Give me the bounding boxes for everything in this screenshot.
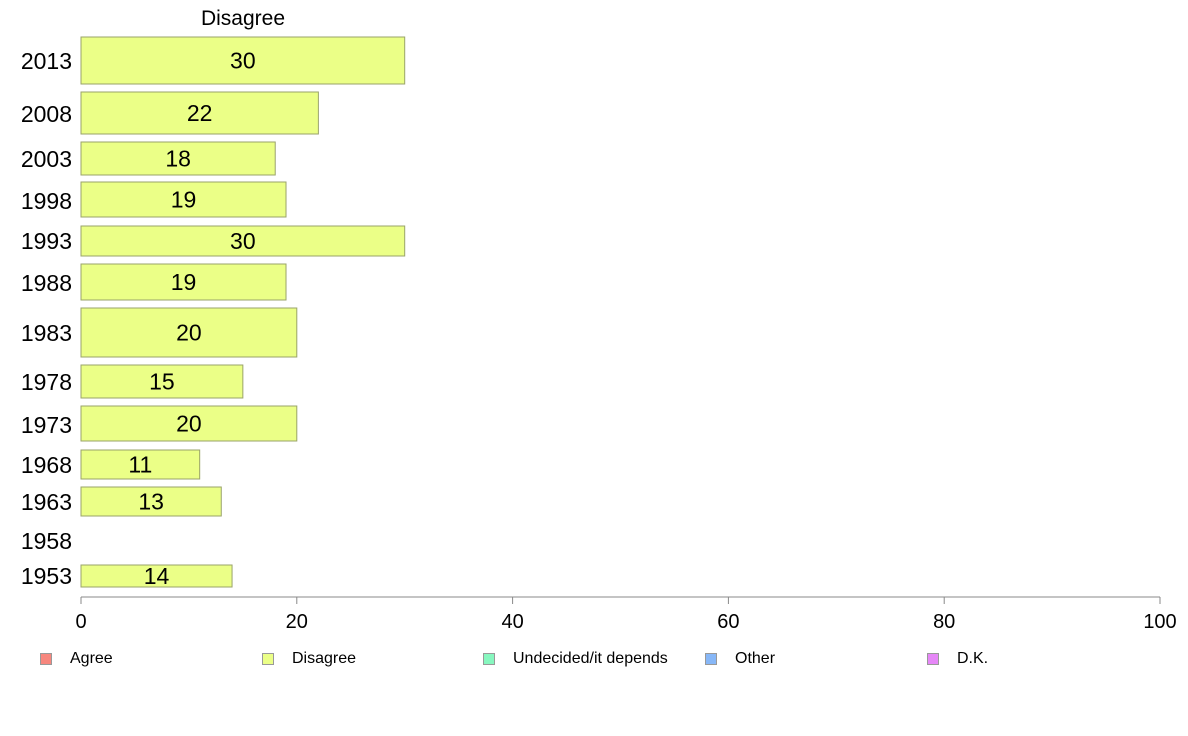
y-tick-label-1953: 1953 [21,563,72,589]
bar-1993 [80,225,406,257]
bar-2008 [80,91,319,135]
bar-1983 [80,307,298,358]
legend-swatch-undecided [483,653,495,665]
bar-1973 [80,405,298,442]
data-label-1983: 20 [176,320,202,346]
data-label-1953: 14 [144,563,170,589]
y-tick-label-1958: 1958 [21,528,72,554]
data-label-2003: 18 [165,146,191,172]
y-tick-label-1983: 1983 [21,320,72,346]
legend-swatch-agree [40,653,52,665]
bar-1963 [80,486,222,517]
y-tick-label-1978: 1978 [21,369,72,395]
y-tick-label-1998: 1998 [21,188,72,214]
legend-label: Undecided/it depends [513,650,668,667]
x-tick-label-80: 80 [933,611,955,633]
legend-label: Agree [70,650,113,667]
y-tick-label-2008: 2008 [21,101,72,127]
legend-swatch-disagree [262,653,274,665]
bar-2003 [80,141,276,176]
bar-2013 [80,36,406,85]
bar-1978 [80,364,244,399]
y-tick-label-1968: 1968 [21,452,72,478]
x-tick-label-60: 60 [717,611,739,633]
data-label-1963: 13 [138,489,164,515]
legend-swatch-dk [927,653,939,665]
legend-label: Disagree [292,650,357,667]
chart-title: Disagree [201,7,285,30]
bar-1998 [80,181,287,218]
data-label-1968: 11 [128,452,152,478]
bar-1953 [80,564,233,588]
data-label-2013: 30 [230,48,256,74]
legend-label: D.K. [957,650,989,667]
bar-1988 [80,263,287,301]
legend-item-disagree: Disagree [262,650,356,668]
legend-label: Other [735,650,776,667]
legend-swatch-other [705,653,717,665]
y-tick-label-1973: 1973 [21,412,72,438]
legend-item-dk: D.K. [927,650,988,668]
data-label-1988: 19 [171,269,197,295]
x-tick-label-40: 40 [501,611,523,633]
x-tick-label-0: 0 [75,611,86,633]
bar-1968 [80,449,201,480]
y-tick-label-1993: 1993 [21,228,72,254]
y-tick-label-1988: 1988 [21,270,72,296]
data-label-1993: 30 [230,228,256,254]
y-tick-label-2003: 2003 [21,146,72,172]
legend: Agree Disagree Undecided/it depends Othe… [0,650,1188,674]
y-tick-label-1963: 1963 [21,489,72,515]
y-tick-label-2013: 2013 [21,48,72,74]
data-label-1998: 19 [171,187,197,213]
data-label-1978: 15 [149,369,175,395]
legend-item-undecided: Undecided/it depends [483,650,668,668]
data-label-2008: 22 [187,100,213,126]
data-label-1973: 20 [176,411,202,437]
legend-item-other: Other [705,650,775,668]
x-tick-label-20: 20 [286,611,308,633]
x-tick-label-100: 100 [1143,611,1176,633]
legend-item-agree: Agree [40,650,113,668]
